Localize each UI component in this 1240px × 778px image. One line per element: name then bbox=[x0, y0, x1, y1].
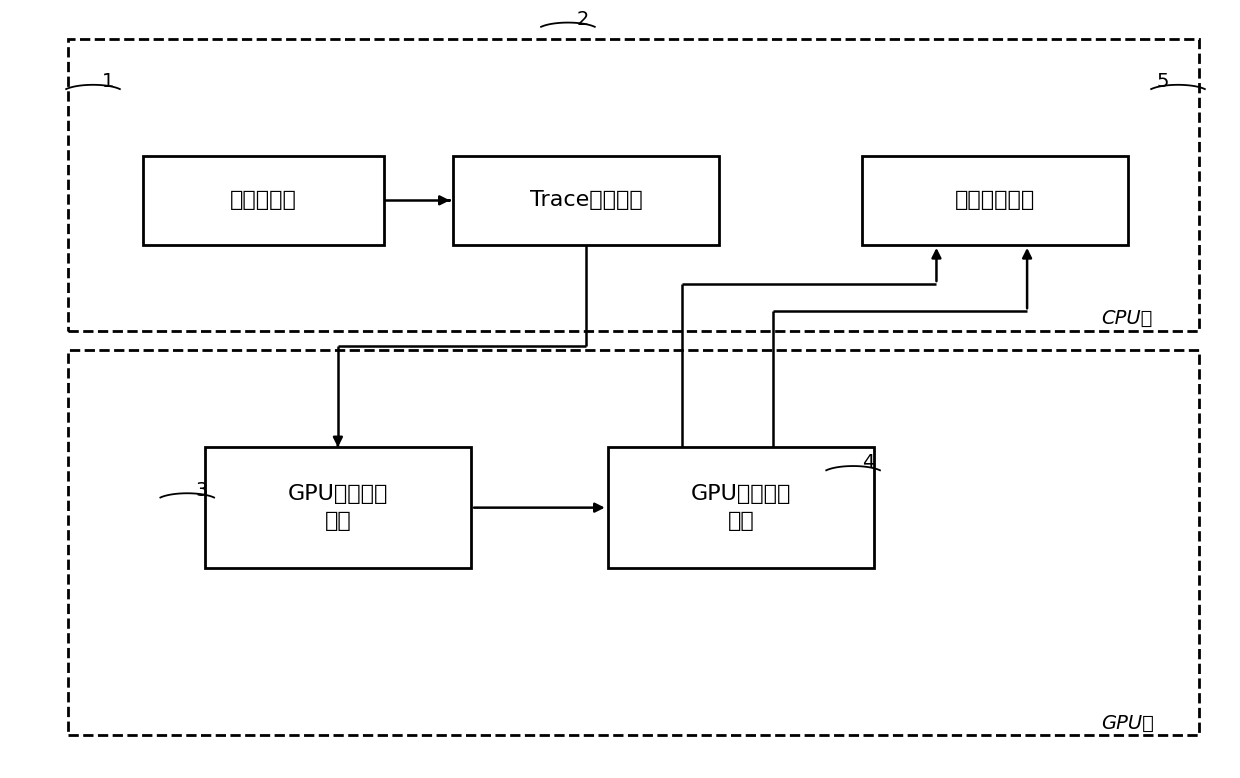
Text: 初始化模块: 初始化模块 bbox=[231, 191, 296, 210]
Text: 2: 2 bbox=[577, 10, 589, 29]
Text: CPU端: CPU端 bbox=[1101, 310, 1152, 328]
Text: 5: 5 bbox=[1157, 72, 1169, 91]
Bar bbox=[608, 447, 874, 568]
Bar bbox=[68, 350, 1199, 735]
Bar bbox=[205, 447, 471, 568]
Text: 3: 3 bbox=[196, 481, 208, 499]
Text: 4: 4 bbox=[862, 454, 874, 472]
Text: GPU端: GPU端 bbox=[1101, 714, 1154, 733]
Text: 1: 1 bbox=[102, 72, 114, 91]
Bar bbox=[143, 156, 384, 245]
Text: GPU并行修正
模块: GPU并行修正 模块 bbox=[691, 485, 791, 531]
Bar bbox=[453, 156, 719, 245]
Text: GPU并行模拟
模块: GPU并行模拟 模块 bbox=[288, 485, 388, 531]
Text: Trace分段模块: Trace分段模块 bbox=[529, 191, 642, 210]
Bar bbox=[68, 39, 1199, 331]
Bar bbox=[862, 156, 1128, 245]
Text: 统计计算模块: 统计计算模块 bbox=[955, 191, 1035, 210]
